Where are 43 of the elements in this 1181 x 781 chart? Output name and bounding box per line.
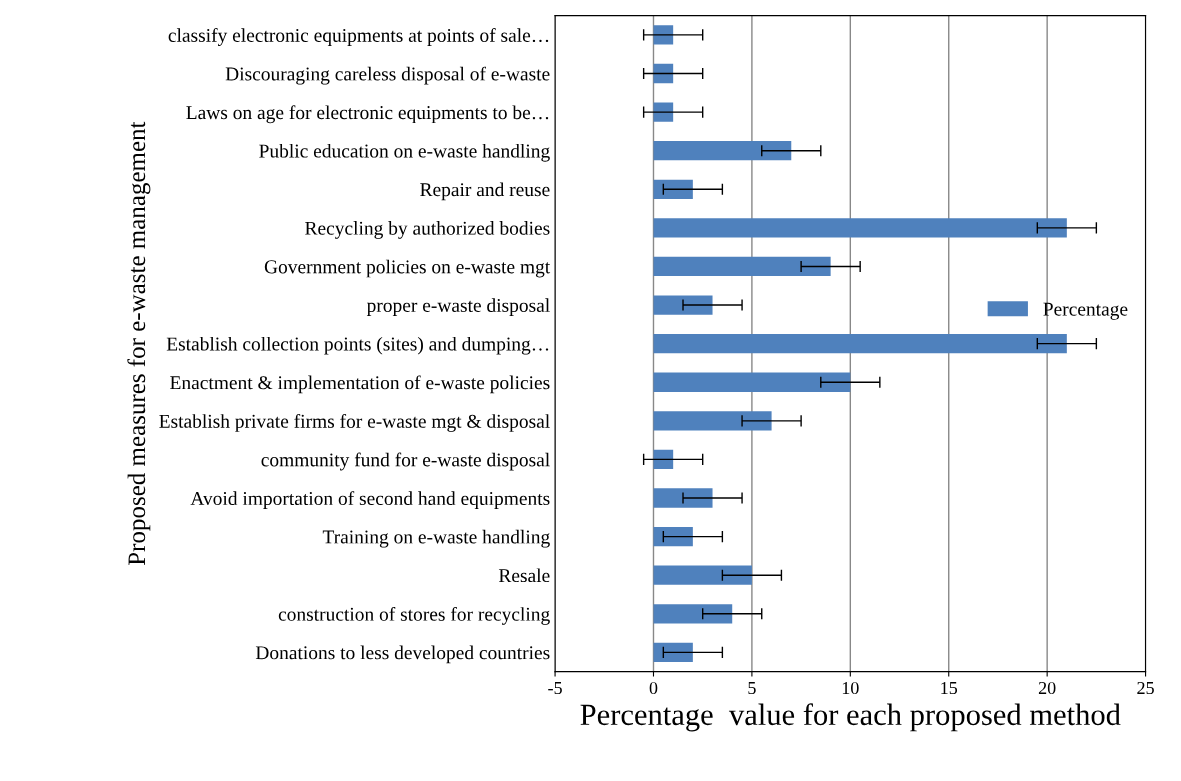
- bar: [653, 141, 792, 161]
- y-tick-label: Training on e-waste handling: [322, 529, 550, 548]
- bar: [653, 218, 1067, 238]
- x-tick-label: -5: [548, 682, 562, 695]
- y-tick-label: community fund for e-waste disposal: [261, 452, 550, 471]
- bar: [653, 488, 713, 508]
- y-axis-title: Proposed measures for e-waste management: [127, 121, 151, 566]
- x-tick-label: 25: [1137, 681, 1154, 695]
- x-axis-title: Percentage value for each proposed method: [580, 703, 1121, 732]
- x-tick-label: 10: [842, 681, 859, 695]
- y-tick-label: Establish collection points (sites) and dumping…: [166, 336, 549, 355]
- bar: [653, 642, 693, 663]
- x-tick-label: 20: [1038, 681, 1056, 695]
- y-tick-label: Resale: [498, 568, 550, 583]
- x-tick-label: 0: [649, 681, 658, 695]
- bar: [653, 333, 1067, 354]
- y-tick-label: Establish private firms for e-waste mgt & disposal: [159, 413, 550, 432]
- bar: [653, 565, 752, 585]
- y-tick-label: Enactment & implementation of e-waste policies: [170, 375, 550, 394]
- bar: [653, 411, 772, 431]
- y-tick-label: construction of stores for recycling: [278, 606, 550, 625]
- bar: [653, 25, 674, 45]
- y-tick-label: Public education on e-waste handling: [259, 143, 550, 162]
- x-tick-label: 15: [941, 681, 958, 695]
- y-tick-label: Laws on age for electronic equipments to be…: [186, 105, 549, 124]
- y-tick-label: Recycling by authorized bodies: [305, 221, 550, 239]
- bar: [653, 102, 674, 122]
- y-tick-label: Donations to less developed countries: [255, 645, 550, 664]
- legend-label: Percentage: [1043, 302, 1128, 320]
- bar: [653, 372, 851, 392]
- y-tick-label: proper e-waste disposal: [366, 298, 550, 316]
- bar: [653, 256, 831, 277]
- y-tick-label: classify electronic equipments at points of sale…: [168, 28, 549, 46]
- bar: [653, 179, 693, 199]
- bar: [653, 526, 693, 547]
- bar: [653, 295, 713, 315]
- y-tick-label: Discouraging careless disposal of e-waste: [225, 66, 550, 85]
- y-tick-label: Government policies on e-waste mgt: [264, 259, 551, 278]
- bar: [653, 604, 733, 624]
- bar: [653, 449, 674, 470]
- y-tick-label: Repair and reuse: [420, 182, 550, 201]
- x-tick-label: 5: [748, 682, 756, 695]
- y-tick-label: Avoid importation of second hand equipments: [190, 491, 550, 509]
